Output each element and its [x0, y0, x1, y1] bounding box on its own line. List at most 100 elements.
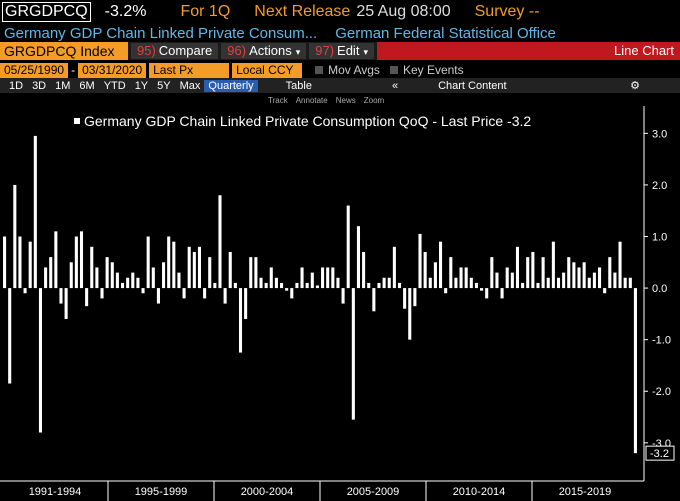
bar	[377, 282, 381, 289]
view[interactable]: Line Chart	[376, 42, 680, 60]
button[interactable]: 97) Edit ▾	[309, 43, 374, 59]
end-date[interactable]: 03/31/2020	[78, 62, 147, 78]
bar	[505, 267, 509, 289]
collapse[interactable]: «	[391, 79, 399, 92]
bar	[397, 282, 402, 289]
bar	[526, 257, 530, 289]
bar	[295, 282, 299, 289]
x-label: 2005-2009	[347, 486, 400, 498]
bar	[480, 288, 484, 291]
bar	[556, 277, 561, 289]
bar	[336, 277, 340, 289]
period[interactable]: Max	[179, 79, 201, 92]
bar	[187, 246, 191, 289]
bar	[192, 251, 196, 289]
chart-title: Germany GDP Chain Linked Private Consump…	[84, 113, 531, 129]
bar	[490, 257, 494, 289]
tool[interactable]: News	[335, 95, 356, 105]
currency[interactable]: Local CCY	[232, 62, 303, 78]
header: GRGDPCQ -3.2% For 1Q Next Release 25 Aug…	[0, 0, 680, 24]
period[interactable]: YTD	[103, 79, 126, 92]
security-name: Germany GDP Chain Linked Private Consum.…	[4, 24, 318, 42]
bar	[515, 246, 520, 289]
period[interactable]: 6M	[79, 79, 95, 92]
option-label: Mov Avgs	[328, 63, 380, 77]
button[interactable]: 96) Actions ▾	[221, 43, 307, 59]
bar	[69, 262, 73, 289]
bar	[100, 288, 104, 299]
bar	[79, 231, 84, 289]
last-price-tag	[645, 445, 675, 461]
settings[interactable]: ⚙	[630, 80, 640, 92]
period[interactable]: 1M	[55, 79, 71, 92]
bar	[362, 251, 366, 289]
bar	[618, 241, 622, 289]
bar	[18, 236, 22, 289]
bar	[331, 267, 335, 289]
change: -3.2%	[104, 3, 147, 20]
toolbar: GRGDPCQ Index 95) Compare 96) Actions ▾ 97) Ed…	[0, 42, 680, 60]
bar	[382, 277, 386, 289]
start-date[interactable]: 05/25/1990	[0, 62, 69, 78]
option[interactable]: Mov Avgs	[315, 63, 380, 77]
period[interactable]: 1Y	[134, 79, 149, 92]
frequency[interactable]: Quarterly	[204, 79, 258, 92]
bar	[259, 277, 263, 289]
table[interactable]: Table	[285, 79, 312, 92]
bar	[428, 277, 432, 289]
bar	[536, 282, 540, 289]
ticker: GRGDPCQ	[2, 2, 91, 22]
button-label: Actions	[249, 43, 292, 58]
bar	[182, 288, 186, 299]
bar	[392, 246, 396, 289]
bar	[300, 267, 304, 289]
security[interactable]: GRGDPCQ Index	[0, 42, 128, 60]
bar	[608, 257, 612, 289]
x-label: 1995-1999	[135, 486, 188, 498]
bar	[305, 282, 309, 289]
bar	[146, 236, 150, 289]
subheader: Germany GDP Chain Linked Private Consum.…	[0, 24, 680, 42]
button-num: 96)	[227, 43, 247, 58]
y-tick-label: -1.0	[652, 335, 671, 347]
y-tick-label: 0.0	[652, 283, 667, 295]
bar	[592, 272, 596, 289]
bar	[44, 267, 48, 289]
bar	[413, 288, 417, 307]
period[interactable]: 1D	[9, 79, 24, 92]
period[interactable]: 3D	[32, 79, 47, 92]
bar	[403, 288, 407, 309]
bar	[567, 257, 571, 289]
option[interactable]: Key Events	[389, 63, 464, 77]
bar	[213, 282, 217, 289]
bar	[249, 257, 253, 289]
bar	[531, 251, 535, 289]
tool[interactable]: Zoom	[363, 95, 385, 105]
periods: 1D 3D 1M 6M YTD 1Y 5Y Max	[0, 80, 200, 92]
bar	[228, 251, 232, 289]
bar	[167, 236, 171, 289]
bar	[449, 257, 453, 289]
period-bar: 1D 3D 1M 6M YTD 1Y 5Y Max Quarterly Table « Cha…	[0, 78, 680, 93]
bar	[433, 262, 437, 289]
bar	[582, 262, 586, 289]
chart-content[interactable]: Chart Content	[438, 79, 507, 92]
tool[interactable]: Track	[268, 95, 288, 105]
bar	[136, 277, 140, 289]
bar	[454, 277, 458, 289]
bar	[64, 288, 68, 320]
field[interactable]: Last Px	[149, 62, 230, 78]
period[interactable]: 5Y	[157, 79, 171, 92]
bar	[346, 205, 350, 289]
tool[interactable]: Annotate	[295, 95, 328, 105]
bar	[162, 262, 166, 289]
button-num: 97)	[315, 43, 335, 58]
bar	[120, 282, 125, 289]
button[interactable]: 95) Compare	[131, 43, 219, 59]
bar	[372, 288, 376, 312]
bar	[464, 267, 468, 289]
bar	[274, 277, 278, 289]
bar	[238, 288, 243, 353]
bar	[603, 288, 607, 294]
bar	[485, 288, 489, 299]
